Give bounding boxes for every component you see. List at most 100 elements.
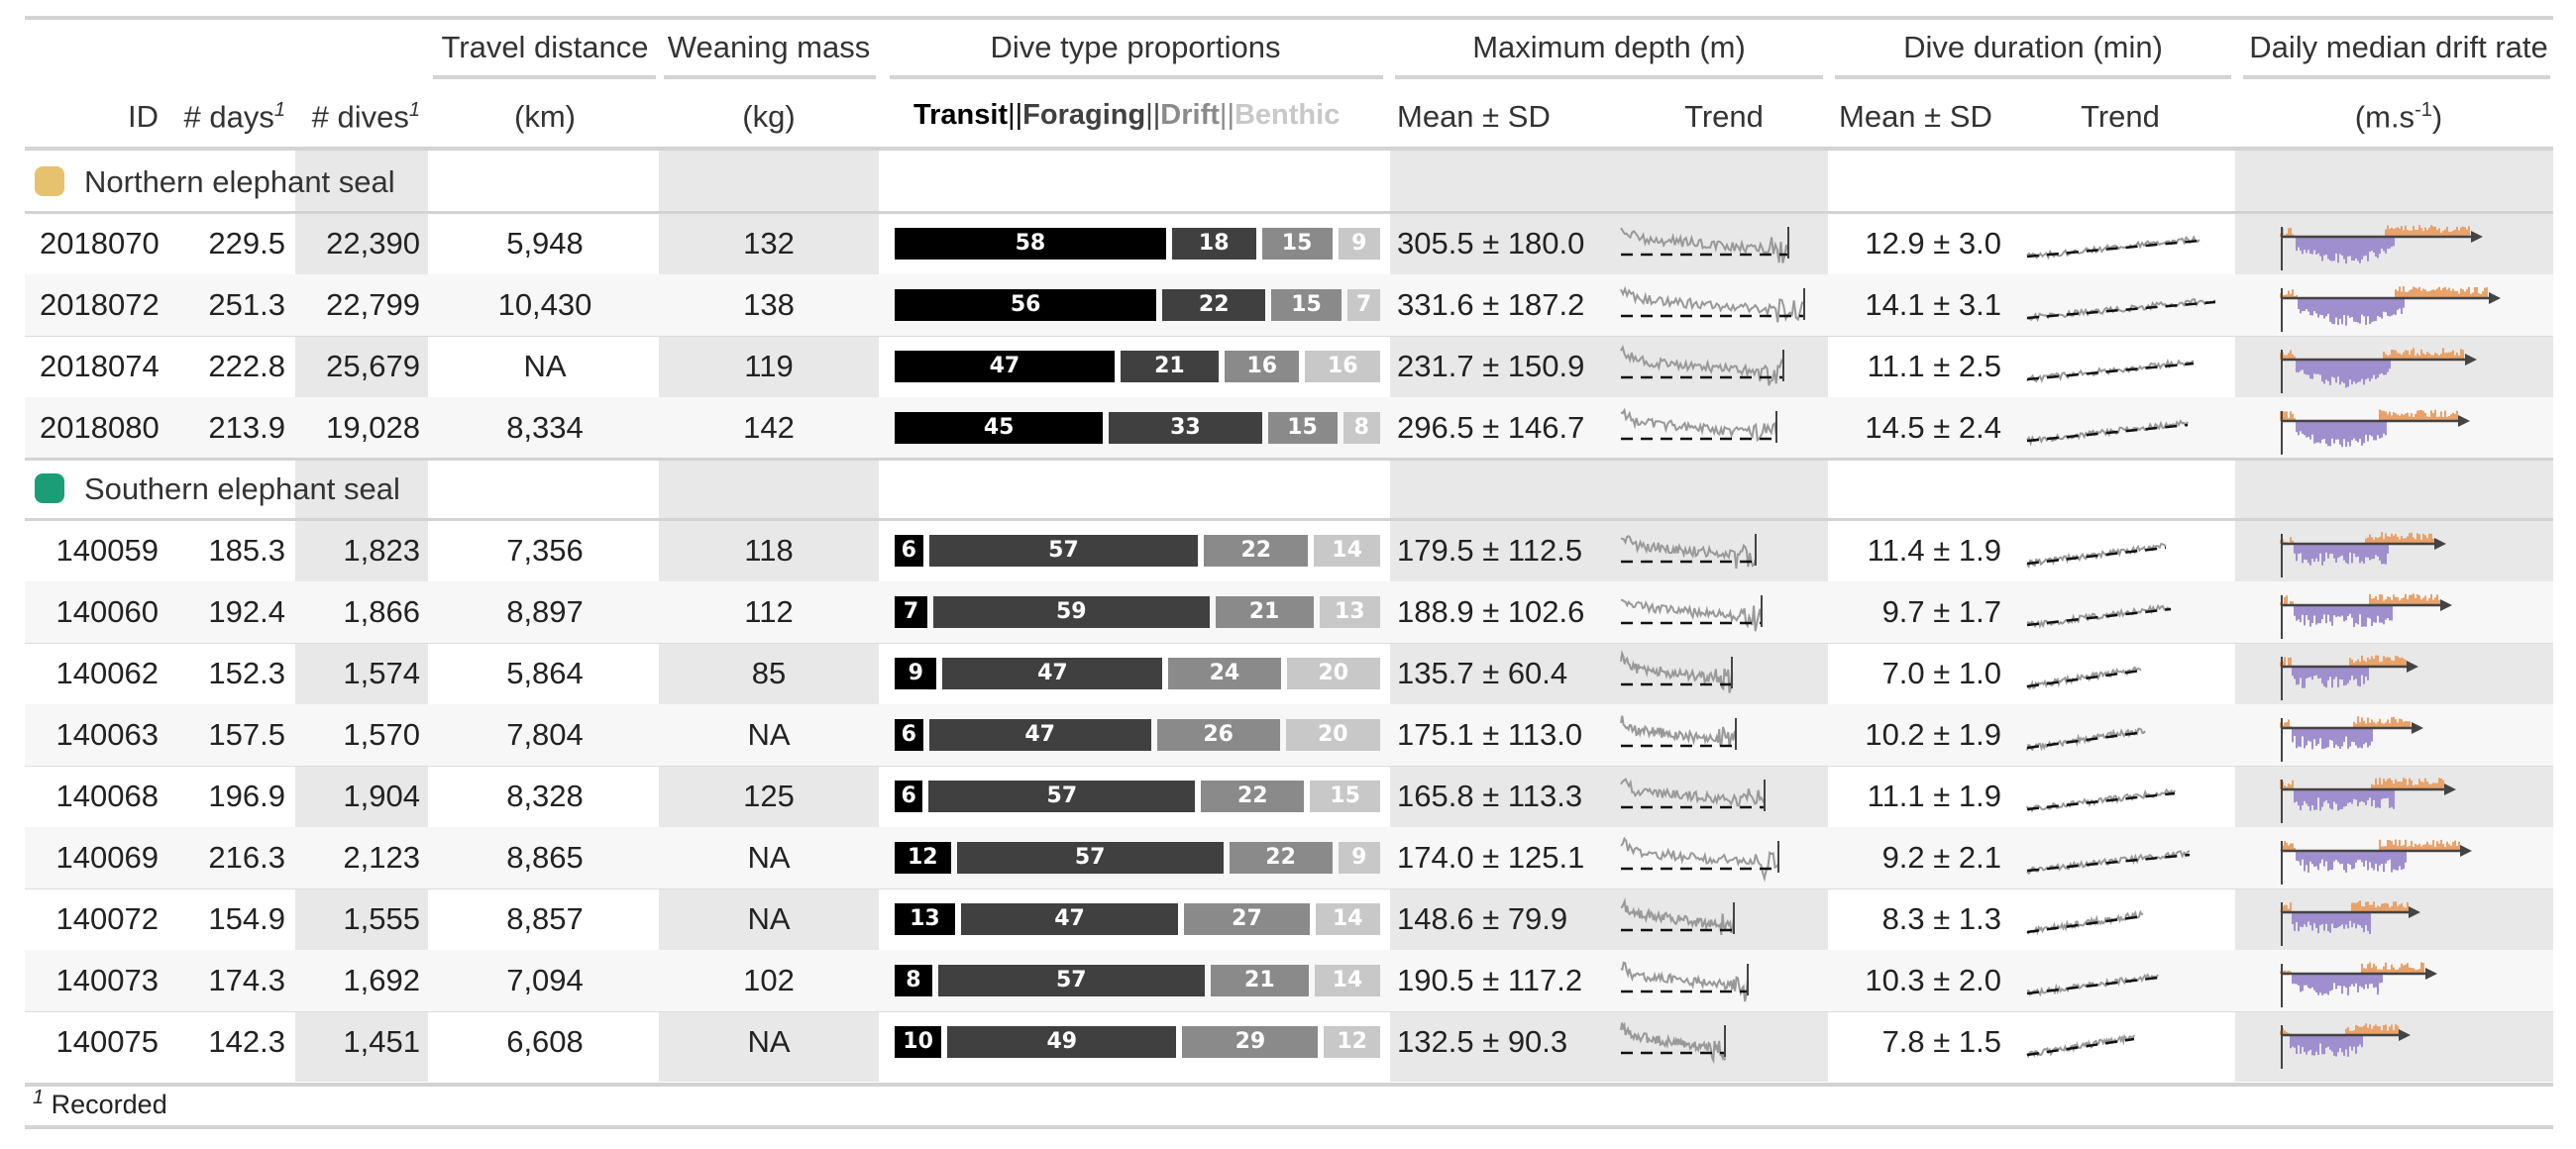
dive-type-segment-benthic: 7 — [1346, 289, 1380, 321]
cell-duration-mean-sd: 14.5 ± 2.4 — [1865, 410, 2001, 445]
cell-days: 154.9 — [208, 901, 285, 936]
depth-trend-line — [1620, 285, 1805, 323]
cell-travel: 8,334 — [506, 410, 584, 445]
cell-dives: 1,555 — [343, 901, 420, 936]
dive-type-segment-benthic: 16 — [1305, 351, 1380, 382]
duration-mean-line — [2026, 791, 2176, 811]
cell-dives: 1,904 — [343, 779, 420, 813]
cell-weaning: 132 — [743, 226, 795, 261]
legend-sep-2: || — [1145, 99, 1161, 131]
dive-type-segment-transit: 56 — [895, 289, 1157, 321]
dive-type-bar: 8 57 21 14 — [895, 965, 1380, 996]
cell-travel: NA — [523, 349, 567, 383]
group-name: Northern elephant seal — [84, 164, 395, 199]
header-travel-distance: Travel distance — [441, 30, 649, 64]
drift-spanner-line — [2243, 75, 2550, 79]
cell-duration-mean-sd: 8.3 ± 1.3 — [1881, 901, 2001, 936]
duration-trend-line — [2026, 909, 2144, 936]
cell-days: 142.3 — [208, 1024, 285, 1059]
dive-type-segment-foraging: 18 — [1171, 228, 1256, 260]
cell-weaning: 142 — [743, 410, 795, 445]
dive-type-segment-foraging: 22 — [1162, 289, 1266, 321]
dive-type-segment-benthic: 20 — [1285, 719, 1380, 751]
row-separator — [25, 1011, 2553, 1012]
dive-type-segment-transit: 9 — [895, 658, 937, 689]
table-row: 140060 192.4 1,866 8,897 112 7 59 21 13 188.9 ± 1… — [0, 581, 2576, 643]
depth-trend-line — [1620, 715, 1737, 748]
cell-duration-mean-sd: 9.7 ± 1.7 — [1881, 594, 2001, 629]
cell-depth-mean-sd: 305.5 ± 180.0 — [1397, 226, 1585, 261]
drift-axis-arrow — [2460, 845, 2472, 857]
drift-rate-chart — [2280, 225, 2483, 270]
dive-type-segment-drift: 16 — [1224, 351, 1300, 382]
dive-type-segment-drift: 15 — [1261, 228, 1333, 260]
cell-depth-mean-sd: 132.5 ± 90.3 — [1397, 1024, 1568, 1059]
dive-type-segment-transit: 6 — [895, 535, 923, 567]
max-depth-spanner-line — [1395, 75, 1823, 79]
duration-trend-sparkline — [2026, 298, 2216, 323]
dive-type-bar: 12 57 22 9 — [895, 842, 1380, 874]
drift-axis-arrow — [2409, 906, 2420, 918]
row-separator — [25, 643, 2553, 644]
cell-id: 140069 — [55, 840, 159, 875]
header-dur-trend: Trend — [2081, 99, 2160, 134]
dive-type-segment-benthic: 9 — [1338, 228, 1380, 260]
cell-depth-mean-sd: 296.5 ± 146.7 — [1397, 410, 1585, 445]
drift-axis-arrow — [2434, 538, 2446, 550]
duration-trend-line — [2026, 666, 2142, 690]
duration-trend-sparkline — [2026, 542, 2167, 570]
drift-rate-chart — [2280, 286, 2501, 332]
cell-weaning: 85 — [751, 656, 787, 690]
header-days: # days1 — [183, 99, 285, 135]
duration-trend-sparkline — [2026, 909, 2144, 936]
drift-rate-chart — [2280, 778, 2456, 823]
dive-type-segment-foraging: 59 — [933, 596, 1210, 628]
travel-spanner-line — [433, 75, 656, 79]
dive-type-segment-benthic: 15 — [1310, 781, 1380, 812]
dive-type-segment-transit: 12 — [895, 842, 951, 874]
cell-id: 140075 — [55, 1024, 159, 1059]
table-row: 2018074 222.8 25,679 NA 119 47 21 16 16 231.7 ± 1… — [0, 336, 2576, 397]
cell-weaning: 138 — [743, 287, 795, 322]
depth-trend-sparkline — [1620, 344, 1784, 386]
cell-weaning: NA — [747, 717, 791, 752]
dive-duration-spanner-line — [1835, 75, 2231, 79]
dive-type-legend: Transit||Foraging||Drift||Benthic — [913, 99, 1340, 132]
cell-depth-mean-sd: 179.5 ± 112.5 — [1397, 533, 1583, 568]
cell-duration-mean-sd: 9.2 ± 2.1 — [1881, 840, 2001, 875]
dive-type-segment-transit: 13 — [895, 903, 955, 935]
header-drift-unit: (m.s-1) — [2354, 99, 2443, 135]
drift-rate-chart — [2280, 532, 2446, 577]
drift-axis-arrow — [2465, 354, 2477, 366]
row-separator — [25, 336, 2553, 337]
drift-axis-arrow — [2458, 415, 2470, 427]
cell-weaning: 112 — [744, 594, 794, 629]
cell-travel: 7,804 — [506, 717, 584, 752]
cell-travel: 8,897 — [506, 594, 584, 629]
cell-depth-mean-sd: 174.0 ± 125.1 — [1397, 840, 1585, 875]
dive-type-segment-foraging: 47 — [960, 903, 1179, 935]
dive-type-segment-benthic: 14 — [1315, 903, 1380, 935]
cell-weaning: 118 — [744, 533, 794, 568]
duration-mean-line — [2026, 976, 2159, 995]
duration-trend-sparkline — [2026, 787, 2176, 813]
duration-mean-line — [2026, 300, 2216, 320]
cell-travel: 5,948 — [506, 226, 584, 261]
dive-type-segment-drift: 27 — [1184, 903, 1310, 935]
cell-days: 251.3 — [208, 287, 285, 322]
cell-depth-mean-sd: 148.6 ± 79.9 — [1397, 901, 1568, 936]
cell-depth-mean-sd: 188.9 ± 102.6 — [1397, 594, 1585, 629]
drift-rate-chart — [2280, 593, 2452, 639]
table-row: 2018070 229.5 22,390 5,948 132 58 18 15 9 305.5 ±… — [0, 213, 2576, 274]
cell-days: 213.9 — [208, 410, 285, 445]
depth-trend-line — [1620, 649, 1733, 693]
cell-days: 222.8 — [208, 349, 285, 383]
drift-axis-arrow — [2407, 661, 2418, 673]
table-row: 140063 157.5 1,570 7,804 NA 6 47 26 20 175.1 ± 11… — [0, 704, 2576, 766]
depth-trend-sparkline — [1620, 961, 1749, 1002]
dive-type-segment-transit: 8 — [895, 965, 932, 996]
duration-trend-sparkline — [2026, 1033, 2135, 1059]
duration-trend-sparkline — [2026, 235, 2200, 261]
duration-mean-line — [2026, 423, 2189, 443]
